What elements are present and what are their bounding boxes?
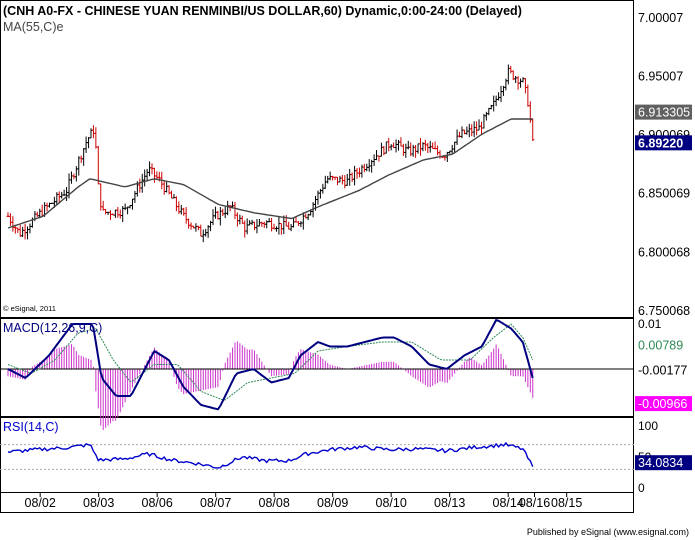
rsi-panel [0,417,634,493]
macd-value-box-bg [635,337,692,353]
signal-value-box: -0.00177 [635,362,692,378]
ma-value-box-bg [635,104,692,120]
rsi-value-box: 34.0834 [635,455,692,471]
rsi-tick-label: 100 [638,419,658,433]
rsi-tick-label: 0 [638,481,645,495]
last-price-box: 6.89220 [635,135,692,151]
date-tick-label: 08/09 [317,496,348,510]
hist-value-box: -0.00966 [635,396,692,412]
rsi-value-box-bg [635,455,692,471]
price-panel [0,0,634,318]
macd-signal-line [7,323,534,401]
date-tick-label: 08/07 [200,496,231,510]
macd-value-box: 0.00789 [635,337,692,353]
price-bars [6,64,535,243]
price-tick-label: 6.750068 [638,304,690,318]
rsi-label: RSI(14,C) [3,420,59,434]
copyright-label: © eSignal, 2011 [3,304,56,313]
macd-histogram [7,341,534,430]
date-tick-label: 08/10 [376,496,407,510]
rsi-value-box-text: 34.0834 [638,456,683,470]
macd-label: MACD(12,26,9,C) [3,321,102,335]
date-tick-label: 08/13 [434,496,465,510]
price-tick-label: 6.800068 [638,245,690,259]
price-tick-label: 7.00007 [638,11,683,25]
ma-line [7,118,533,229]
ma-value-box: 6.913305 [635,104,692,120]
date-tick-label: 08/16 [519,496,550,510]
price-axis: 7.000076.950076.9000696.8500696.8000686.… [638,11,690,495]
date-axis-labels: 08/02 08/03 08/06 08/07 08/08 08/09 08/10 08/13… [25,493,582,510]
date-tick-label: 08/08 [259,496,290,510]
date-axis [0,492,634,513]
price-tick-label: 6.95007 [638,70,683,84]
last-price-box-text: 6.89220 [638,136,683,150]
macd-value-box-text: 0.00789 [638,339,683,353]
footer-label: Published by eSignal (www.esignal.com) [527,527,689,537]
macd-line [7,318,534,411]
chart-title: (CNH A0-FX - CHINESE YUAN RENMINBI/US DO… [3,4,522,18]
hist-value-box-text: -0.00966 [638,397,687,411]
date-tick-label: 08/14 [493,496,524,510]
macd-tick-label: 0.01 [638,317,662,331]
rsi-line [7,441,534,469]
signal-value-box-bg [635,362,692,378]
price-tick-label: 6.850069 [638,187,690,201]
signal-value-box-text: -0.00177 [638,363,687,377]
value-boxes: 6.913305 6.89220 0.00789 -0.00177 -0.00966 34… [635,104,692,471]
date-tick-label: 08/02 [25,496,56,510]
date-tick-label: 08/06 [142,496,173,510]
date-tick-label: 08/03 [83,496,114,510]
ma-value-box-text: 6.913305 [638,106,690,120]
ma-label: MA(55,C)e [3,20,63,34]
hist-value-box-bg [635,396,692,412]
last-price-box-bg [635,135,692,151]
price-bar [531,118,535,141]
date-tick-label: 08/15 [551,496,582,510]
